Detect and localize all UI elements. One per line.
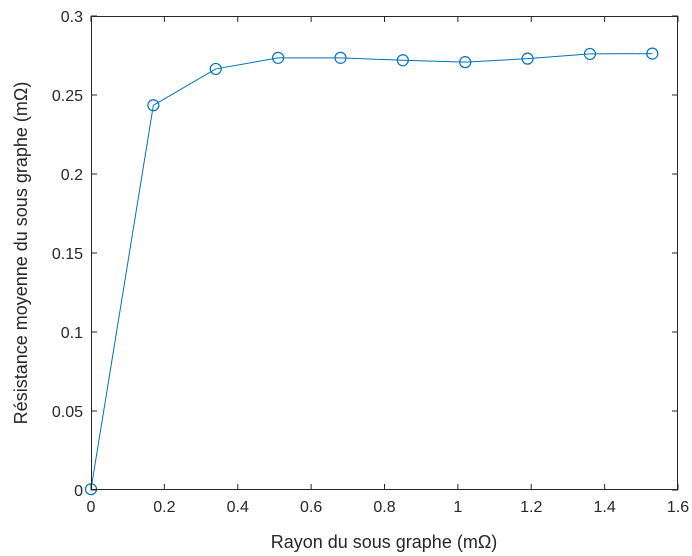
data-point bbox=[459, 56, 472, 69]
x-tick-label: 0.8 bbox=[373, 499, 395, 516]
x-tick-label: 1.2 bbox=[520, 499, 542, 516]
y-tick-label: 0.15 bbox=[52, 246, 83, 263]
x-tick-label: 0.6 bbox=[300, 499, 322, 516]
y-tick-label: 0.2 bbox=[61, 167, 83, 184]
chart-marks bbox=[84, 47, 659, 496]
x-tick-label: 1.4 bbox=[594, 499, 616, 516]
series-line bbox=[90, 53, 653, 490]
y-tick-label: 0.1 bbox=[61, 325, 83, 342]
data-point bbox=[583, 47, 597, 61]
data-point bbox=[646, 47, 659, 60]
x-axis-label: Rayon du sous graphe (mΩ) bbox=[271, 532, 498, 552]
data-point bbox=[334, 51, 347, 64]
y-axis-ticks: 0 0.05 0.1 0.15 0.2 0.25 0.3 bbox=[52, 9, 678, 500]
data-point bbox=[209, 62, 222, 76]
data-point bbox=[147, 99, 160, 112]
x-axis-ticks: 0 0.2 0.4 0.6 0.8 1 1.2 1.4 1.6 bbox=[87, 16, 689, 516]
plot-area bbox=[91, 16, 678, 490]
y-tick-label: 0 bbox=[74, 483, 83, 500]
data-point bbox=[272, 51, 285, 64]
y-axis-label: Résistance moyenne du sous graphe (mΩ) bbox=[11, 82, 31, 425]
y-tick-label: 0.3 bbox=[61, 9, 83, 26]
x-tick-label: 0.2 bbox=[153, 499, 175, 516]
y-tick-label: 0.25 bbox=[52, 88, 83, 105]
x-tick-label: 1 bbox=[453, 499, 462, 516]
x-tick-label: 0.4 bbox=[227, 499, 249, 516]
y-tick-label: 0.05 bbox=[52, 404, 83, 421]
x-tick-label: 0 bbox=[87, 499, 96, 516]
x-tick-label: 1.6 bbox=[667, 499, 689, 516]
data-point bbox=[396, 54, 409, 67]
data-point bbox=[521, 52, 534, 65]
